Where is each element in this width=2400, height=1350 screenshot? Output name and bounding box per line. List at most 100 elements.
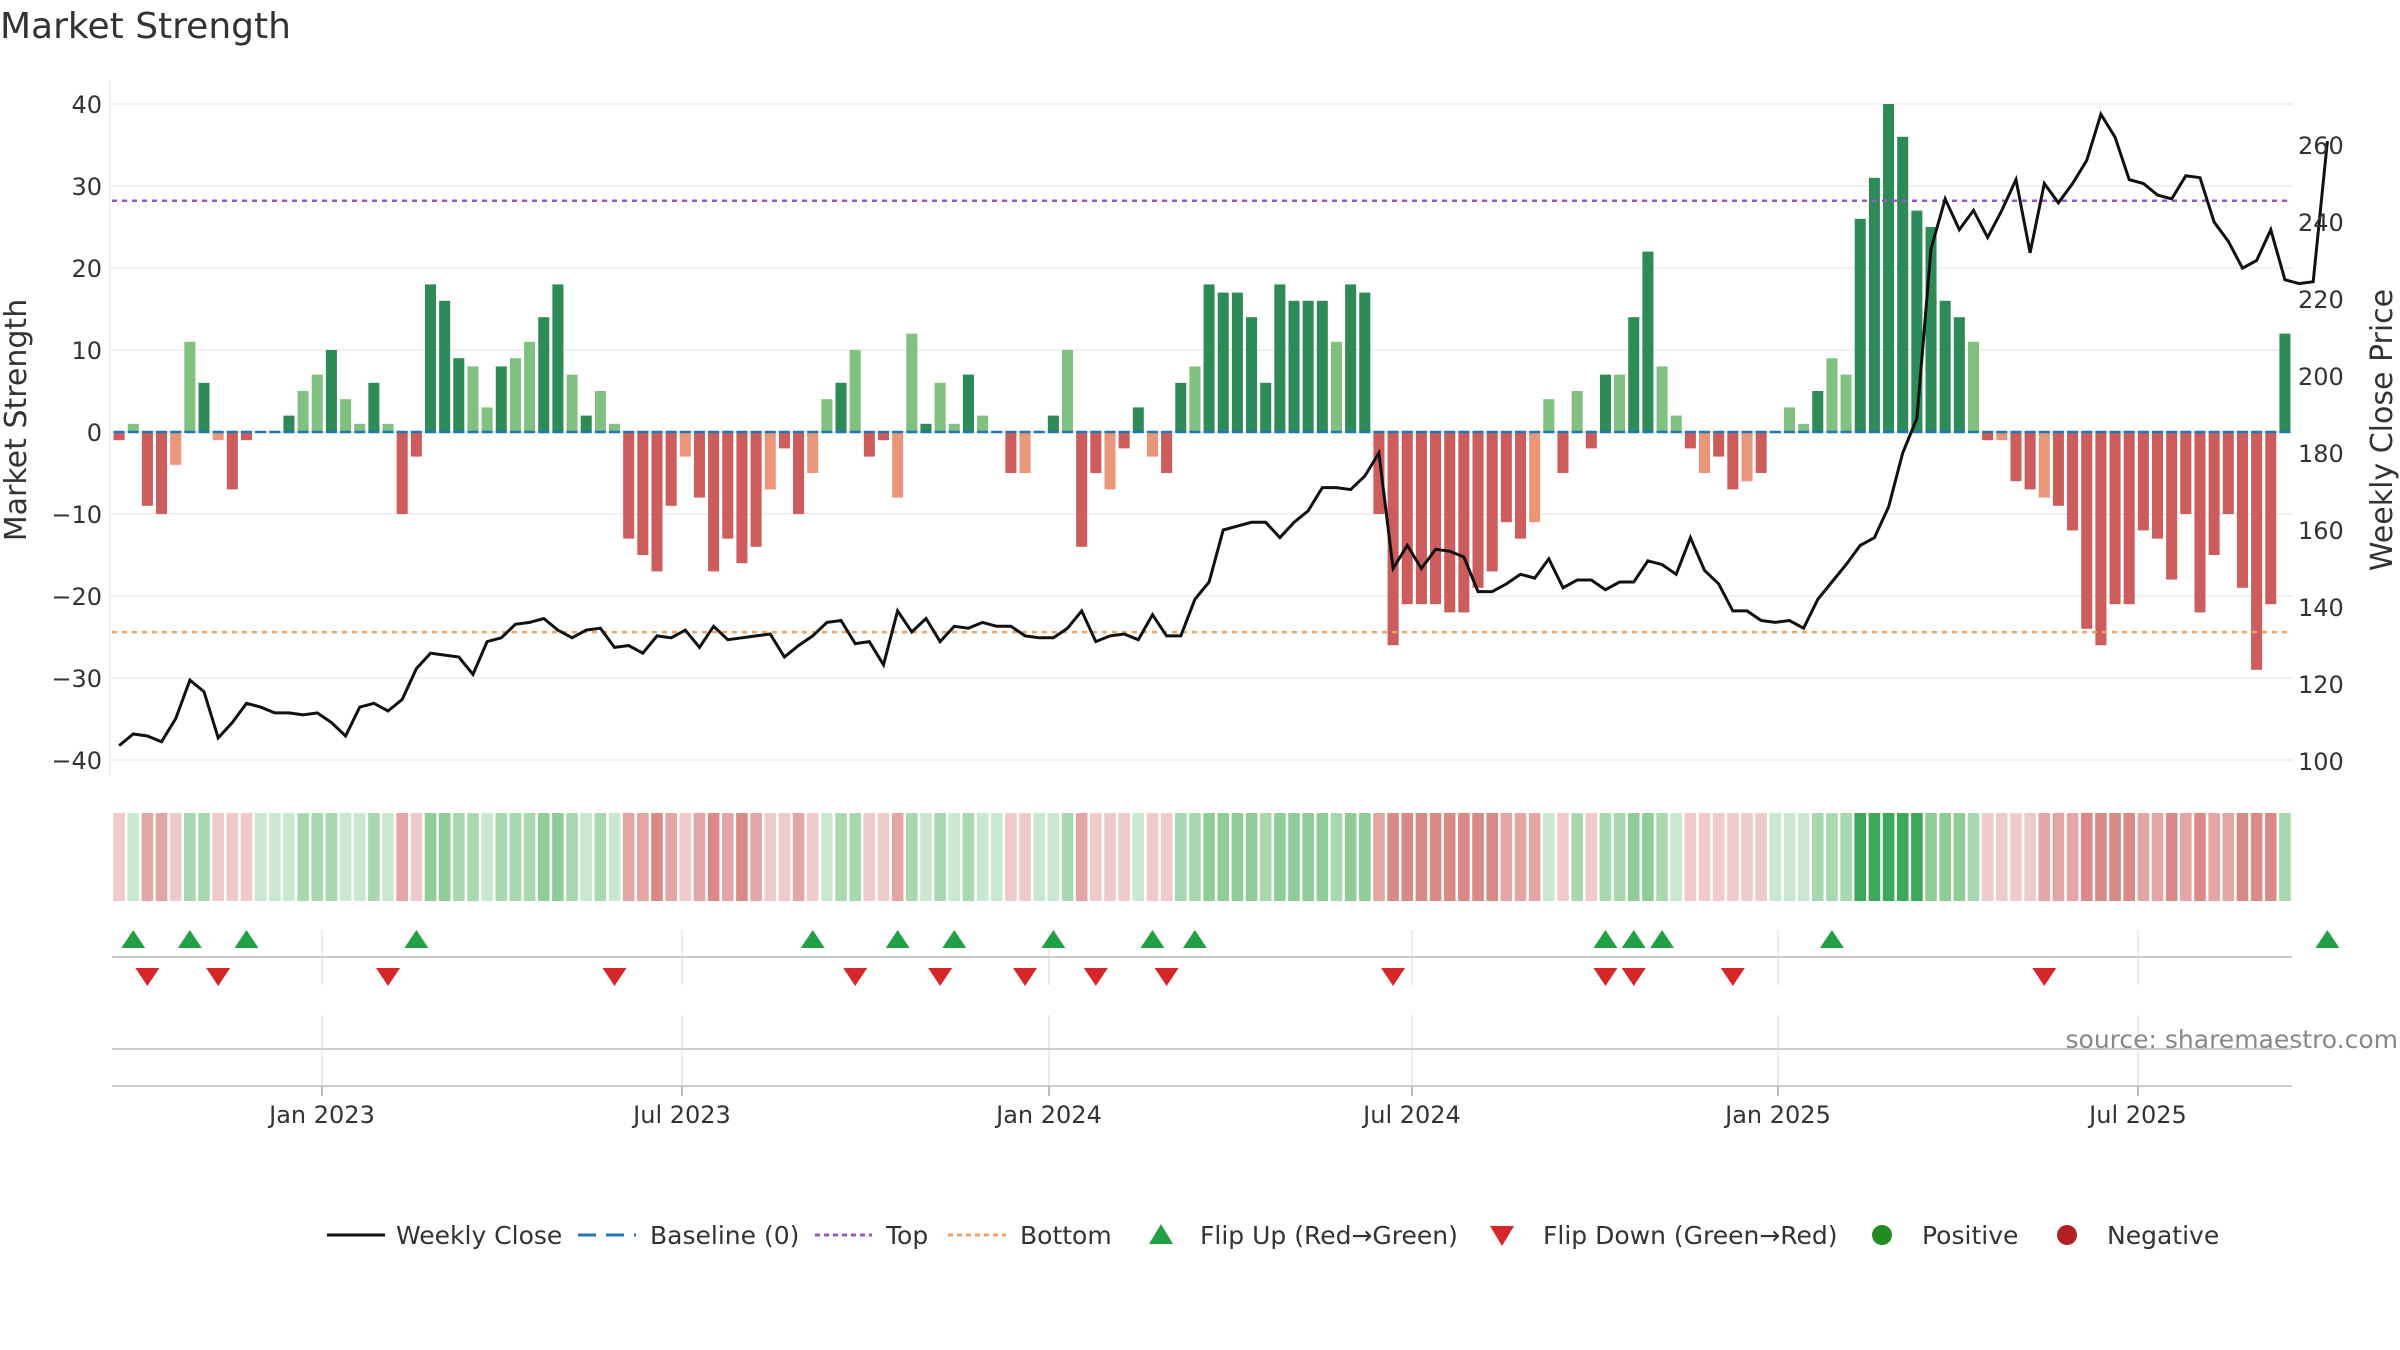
heat-cell [1415,813,1428,901]
flip-down-marker [206,968,231,986]
flip-up-marker [1621,930,1646,948]
heat-cell [509,813,522,901]
y-axis-label-left: Market Strength [0,299,34,541]
legend-label: Flip Down (Green→Red) [1543,1221,1838,1250]
strength-bar [1529,432,1541,523]
heat-cell [1543,813,1555,901]
strength-bar [1599,374,1611,432]
heat-cell [580,813,593,901]
strength-bar [750,432,762,547]
strength-bar [1217,292,1229,432]
strength-bar [1670,415,1682,432]
strength-bar [821,399,833,432]
heat-cell [1358,813,1371,901]
heat-cell [2095,813,2107,901]
strength-bar [1047,415,1059,432]
strength-bar [2038,432,2050,498]
heat-cell [1642,813,1654,901]
flip-down-marker [843,968,868,986]
heat-cell [1316,813,1329,901]
strength-bar [552,284,564,432]
flip-up-marker [234,930,259,948]
flip-up-marker [1041,930,1066,948]
heat-cell [990,813,1003,901]
legend: Weekly Close Baseline (0) Top Bottom Flip Up… [327,1221,2219,1250]
heat-cell [1344,813,1357,901]
y-tick-label-right: 120 [2298,671,2344,699]
heat-cell [1755,813,1767,901]
heat-cell [1939,813,1951,901]
y-tick-label-left: −40 [51,747,102,775]
strength-bar [1585,432,1597,449]
y-axis-label-right: Weekly Close Price [2365,289,2400,571]
strength-bar [340,399,352,432]
strength-bar [467,366,479,432]
heat-cell [2279,813,2291,901]
heat-cell [382,813,394,901]
heat-cell [2038,813,2051,901]
heat-cell [1996,813,2008,901]
strength-bar [1826,358,1838,432]
strength-bar [156,432,168,514]
strength-bar [1359,292,1371,432]
heat-cell [792,813,805,901]
flip-down-marker [1154,968,1179,986]
heat-cell [1302,813,1314,901]
strength-bar [892,432,904,498]
strength-bar [637,432,649,555]
heat-cell [693,813,706,901]
strength-heat-strip [113,813,2291,901]
strength-bar [1316,300,1328,432]
strength-bar [2194,432,2206,613]
strength-bar [793,432,805,514]
legend-swatch-flip-down [1490,1226,1514,1246]
heat-cell [1528,813,1541,901]
strength-bar [1274,284,1286,432]
y-tick-label-right: 200 [2298,363,2344,391]
strength-bar [1345,284,1357,432]
strength-bar [538,317,550,432]
heat-cell [891,813,904,901]
heat-cell [254,813,267,901]
heat-cell [1090,813,1102,901]
vertical-grid-lines [321,930,2139,1085]
strength-bar [1614,374,1626,432]
heat-cell [806,813,819,901]
heat-cell [736,813,748,901]
heat-cell [1330,813,1343,901]
heat-cell [1118,813,1130,901]
strength-bar [1840,374,1852,432]
heat-cell [2151,813,2164,901]
strength-bar [1246,317,1258,432]
heat-cell [1797,813,1810,901]
flip-up-marker [800,930,825,948]
heat-cell [1189,813,1201,901]
heat-cell [240,813,253,901]
strength-bar [1982,432,1994,441]
y-tick-label-left: 10 [71,337,102,365]
strength-bar [141,432,153,506]
strength-bar [1387,432,1399,646]
y-tick-label-left: 40 [71,91,102,119]
strength-bar [1231,292,1243,432]
strength-bars [113,104,2291,670]
strength-bar [1854,218,1866,432]
heat-cell [2066,813,2079,901]
strength-bar [1019,432,1031,473]
strength-bar [2152,432,2164,539]
strength-bar [1755,432,1767,473]
strength-bar [1189,366,1201,432]
strength-bar [1897,136,1909,433]
strength-bar [2081,432,2093,629]
y-tick-label-left: 30 [71,173,102,201]
heat-cell [707,813,720,901]
heat-cell [2010,813,2022,901]
heat-cell [1486,813,1498,901]
strength-bar [2251,432,2263,670]
strength-bar [1330,341,1342,432]
heat-cell [198,813,210,901]
strength-bar [1132,407,1144,432]
heat-cell [2080,813,2093,901]
heat-cell [863,813,876,901]
